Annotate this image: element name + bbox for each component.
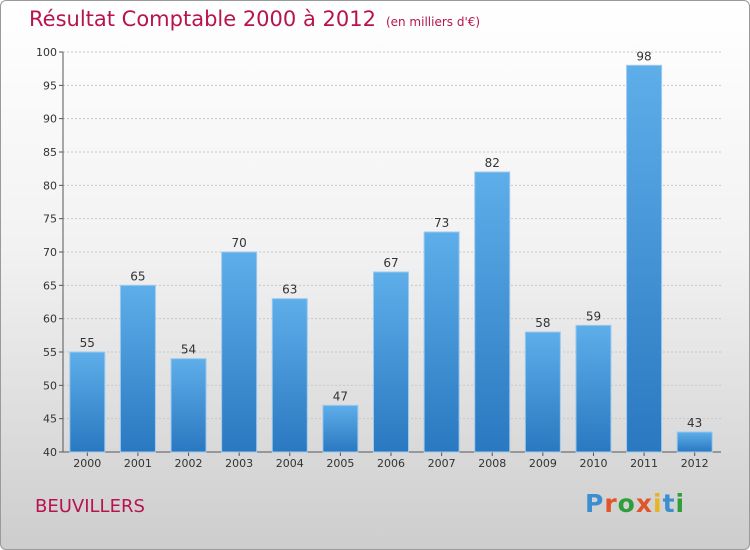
- x-tick-label: 2012: [681, 457, 709, 470]
- bar-2001: [119, 284, 156, 453]
- bar-2008: [474, 171, 511, 453]
- data-label-2001: 65: [130, 269, 145, 283]
- y-tick-label: 95: [43, 79, 57, 92]
- y-tick-label: 40: [43, 446, 57, 459]
- y-tick-label: 50: [43, 379, 57, 392]
- data-label-2002: 54: [181, 343, 196, 357]
- bar-2004: [271, 298, 308, 453]
- y-tick-label: 90: [43, 113, 57, 126]
- y-tick-label: 55: [43, 346, 57, 359]
- logo-letter: i: [653, 489, 663, 518]
- y-tick-label: 100: [36, 46, 57, 59]
- x-tick-label: 2000: [73, 457, 101, 470]
- y-tick-label: 60: [43, 313, 57, 326]
- proxiti-logo: Proxiti: [585, 489, 685, 518]
- x-tick-label: 2003: [225, 457, 253, 470]
- y-tick-label: 45: [43, 413, 57, 426]
- x-tick-label: 2004: [276, 457, 304, 470]
- bar-2000: [69, 351, 106, 453]
- bar-2006: [373, 271, 409, 453]
- logo-letter: i: [675, 489, 686, 518]
- data-label-2010: 59: [586, 309, 601, 323]
- bars: [69, 64, 713, 453]
- logo-letter: t: [662, 489, 676, 518]
- bar-2012: [676, 431, 713, 453]
- data-label-2000: 55: [80, 336, 95, 350]
- logo-letter: P: [585, 489, 605, 518]
- x-tick-label: 2008: [478, 457, 506, 470]
- x-tick-label: 2010: [579, 457, 607, 470]
- data-label-2011: 98: [636, 49, 651, 63]
- data-label-2006: 67: [383, 256, 398, 270]
- data-label-2004: 63: [282, 283, 297, 297]
- bar-2003: [221, 251, 258, 453]
- bar-2009: [524, 331, 561, 453]
- location-name: BEUVILLERS: [35, 496, 145, 517]
- data-label-2003: 70: [232, 236, 247, 250]
- x-tick-label: 2006: [377, 457, 405, 470]
- y-tick-label: 65: [43, 279, 57, 292]
- y-tick-label: 80: [43, 179, 57, 192]
- x-tick-label: 2002: [175, 457, 203, 470]
- bar-2007: [423, 231, 460, 453]
- x-tick-label: 2005: [326, 457, 354, 470]
- chart-subtitle: (en milliers d'€): [385, 15, 481, 29]
- data-label-2008: 82: [485, 156, 500, 170]
- x-tick-label: 2007: [428, 457, 456, 470]
- y-tick-label: 75: [43, 213, 57, 226]
- labels: 40 45 50 55 60 65 70 75 80 85 90 95 100 55 2000 65 2001 5…: [36, 46, 709, 470]
- bar-2011: [626, 64, 663, 453]
- x-tick-label: 2011: [630, 457, 658, 470]
- logo-letter: r: [604, 489, 618, 518]
- data-label-2012: 43: [687, 416, 702, 430]
- bar-2010: [575, 324, 612, 453]
- logo-letter: x: [635, 489, 653, 518]
- chart-title: Résultat Comptable 2000 à 2012 (en millie…: [29, 7, 480, 31]
- logo-letter: o: [617, 489, 636, 518]
- bar-2002: [170, 358, 207, 453]
- data-label-2005: 47: [333, 389, 348, 403]
- x-tick-label: 2009: [529, 457, 557, 470]
- data-label-2009: 58: [535, 316, 550, 330]
- chart-title-text: Résultat Comptable 2000 à 2012: [29, 7, 376, 31]
- x-tick-label: 2001: [124, 457, 152, 470]
- data-label-2007: 73: [434, 216, 449, 230]
- y-tick-label: 70: [43, 246, 57, 259]
- bar-2005: [322, 404, 359, 453]
- y-tick-label: 85: [43, 146, 57, 159]
